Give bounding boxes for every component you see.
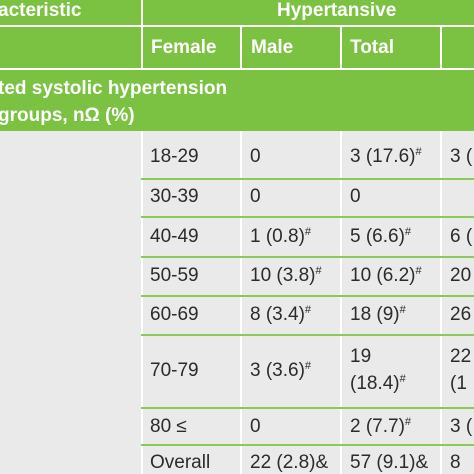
- table-row-male: 0: [250, 416, 261, 437]
- section-title-line2: groups, nΩ (%): [0, 105, 135, 126]
- table-row-total: 2 (7.7)#: [350, 416, 412, 437]
- table-row-extra: 3 (: [450, 146, 473, 167]
- row-sep-2: [141, 216, 474, 218]
- table-row-total: 3 (17.6)#: [350, 146, 422, 167]
- header-vline-1: [141, 0, 143, 68]
- table-row-age: 40-49: [150, 226, 199, 247]
- body-vline-4: [440, 131, 442, 474]
- table-row-age: 80 ≤: [150, 416, 187, 437]
- table-row-male: 10 (3.8)#: [250, 265, 322, 286]
- body-vline-1: [141, 131, 143, 474]
- table-row-age: 30-39: [150, 186, 199, 207]
- table-row-age: 60-69: [150, 304, 199, 325]
- table-row-extra-line2: (1: [450, 373, 467, 394]
- header-vline-2: [240, 25, 242, 68]
- table-row-male: 8 (3.4)#: [250, 304, 312, 325]
- table-row-extra-line1: 22: [450, 346, 472, 367]
- table-row-total-line1: 19: [350, 346, 372, 367]
- row-sep-4: [141, 295, 474, 297]
- row-sep-1: [141, 178, 474, 180]
- table-row-age: 50-59: [150, 265, 199, 286]
- header-divider-2: [0, 68, 474, 70]
- table-row-age: Overall: [150, 452, 211, 473]
- header-vline-3: [340, 25, 342, 68]
- header-vline-4: [440, 25, 442, 68]
- table-row-male: 0: [250, 186, 261, 207]
- table-row-male: 1 (0.8)#: [250, 226, 312, 247]
- table-row-total: 57 (9.1)&: [350, 452, 429, 473]
- body-vline-3: [340, 131, 342, 474]
- table-row-extra: 3 (: [450, 416, 473, 437]
- table-row-age: 70-79: [150, 360, 199, 381]
- header-band: [0, 0, 474, 131]
- row-sep-3: [141, 256, 474, 258]
- row-sep-6: [141, 407, 474, 409]
- section-title-line1: ted systolic hypertension: [0, 78, 228, 99]
- header-divider-1: [0, 25, 474, 27]
- header-characteristic: acteristic: [0, 0, 82, 21]
- table-row-male: 0: [250, 146, 261, 167]
- table-row-extra: 8: [450, 452, 461, 473]
- header-female: Female: [151, 37, 217, 58]
- table-row-extra: 6 (: [450, 226, 473, 247]
- row-sep-5: [141, 334, 474, 336]
- row-sep-7: [141, 444, 474, 446]
- table-row-total: 10 (6.2)#: [350, 265, 422, 286]
- table-row-age: 18-29: [150, 146, 199, 167]
- table-row-extra: 20: [450, 265, 472, 286]
- table-row-male: 22 (2.8)&: [250, 452, 329, 473]
- body-vline-2: [240, 131, 242, 474]
- table-row-total-line2: (18.4)#: [350, 373, 406, 394]
- table-row-total: 0: [350, 186, 361, 207]
- table-row-extra: 26: [450, 304, 472, 325]
- table-row-total: 18 (9)#: [350, 304, 406, 325]
- header-total: Total: [350, 37, 394, 58]
- table-row-male: 3 (3.6)#: [250, 360, 312, 381]
- table-row-total: 5 (6.6)#: [350, 226, 412, 247]
- header-hypertensive: Hypertansive: [277, 0, 397, 21]
- header-male: Male: [251, 37, 294, 58]
